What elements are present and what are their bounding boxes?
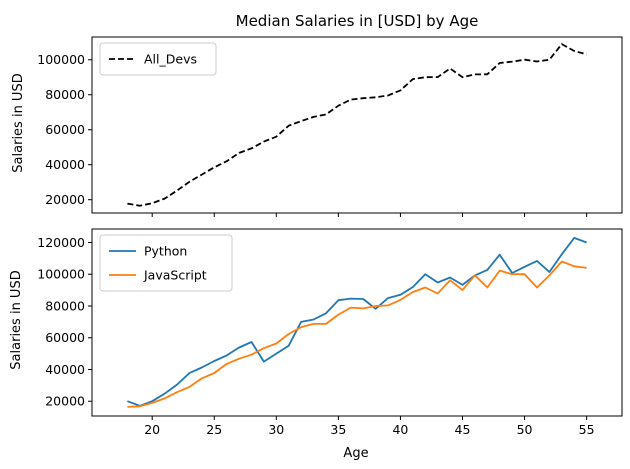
- y-tick-label: 60000: [45, 122, 85, 137]
- x-tick-label: 30: [268, 422, 284, 437]
- series-line-all-devs: [127, 43, 587, 207]
- y-tick-label: 80000: [45, 298, 85, 313]
- panel-bottom: 20 25 30 35 40 45 50 55 20000 40000 60000 80000 100…: [9, 228, 623, 461]
- top-legend: All_Devs: [99, 42, 217, 76]
- bottom-y-axis-label: Salaries in USD: [9, 270, 24, 369]
- y-tick-label: 40000: [45, 157, 85, 172]
- series-line-javascript: [127, 260, 587, 408]
- bottom-axes-frame: [91, 228, 623, 417]
- bottom-plot-area: [127, 236, 587, 408]
- legend-label: JavaScript: [143, 268, 207, 283]
- series-line-python: [127, 236, 587, 407]
- y-tick-label: 60000: [45, 330, 85, 345]
- y-tick-label: 100000: [37, 267, 85, 282]
- x-tick-label: 35: [330, 422, 346, 437]
- legend-label: All_Devs: [144, 52, 197, 67]
- y-tick-label: 120000: [37, 235, 85, 250]
- bottom-x-ticks: 20 25 30 35 40 45 50 55: [144, 416, 595, 437]
- bottom-y-ticks: 20000 40000 60000 80000 100000 120000: [37, 235, 92, 409]
- top-y-ticks: 20000 40000 60000 80000 100000: [37, 52, 92, 207]
- x-tick-label: 40: [392, 422, 408, 437]
- panel-top: Median Salaries in [USD] by Age 20000 400…: [11, 12, 623, 217]
- legend-box: [99, 234, 233, 292]
- y-tick-label: 40000: [45, 362, 85, 377]
- x-tick-label: 45: [455, 422, 471, 437]
- x-tick-label: 55: [579, 422, 595, 437]
- x-tick-label: 20: [144, 422, 160, 437]
- top-x-ticks: [151, 213, 588, 217]
- top-plot-area: [127, 43, 587, 207]
- bottom-legend: Python JavaScript: [99, 234, 233, 292]
- y-tick-label: 20000: [45, 192, 85, 207]
- y-tick-label: 80000: [45, 87, 85, 102]
- legend-label: Python: [144, 244, 187, 259]
- x-axis-label: Age: [343, 446, 368, 461]
- y-tick-label: 20000: [45, 394, 85, 409]
- x-tick-label: 25: [206, 422, 222, 437]
- x-tick-label: 50: [517, 422, 533, 437]
- top-y-axis-label: Salaries in USD: [11, 73, 26, 172]
- y-tick-label: 100000: [37, 52, 85, 67]
- legend-box: [99, 42, 217, 76]
- top-axes-frame: [91, 36, 623, 214]
- chart-title: Median Salaries in [USD] by Age: [236, 12, 479, 30]
